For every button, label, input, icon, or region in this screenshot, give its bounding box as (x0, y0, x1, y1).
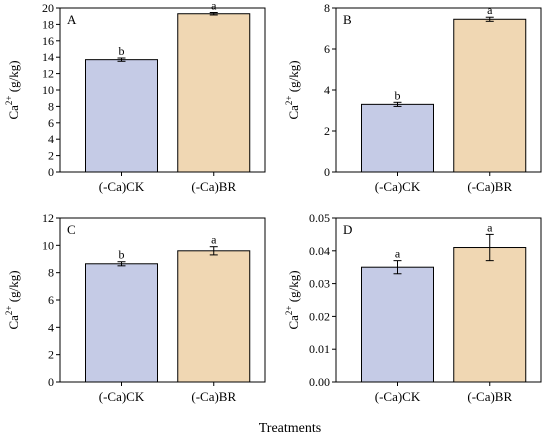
y-tick-label: 6 (48, 116, 54, 130)
chart-panel-a: b (-Ca)CK a (-Ca)BR 0 2 4 6 8 10 12 14 16 18 20 A Ca2+ (… (4, 0, 266, 194)
bar-ck (361, 103, 434, 173)
x-tick-label: (-Ca)CK (99, 179, 145, 194)
y-axis-title-base: Ca (6, 315, 21, 330)
y-tick-label: 2 (48, 149, 54, 163)
y-axis-title-unit: (g/kg) (6, 60, 21, 95)
y-tick-label: 8 (48, 99, 54, 113)
significance-letter: b (119, 248, 125, 262)
y-axis-title-unit: (g/kg) (6, 270, 21, 305)
bar-ck (85, 263, 158, 383)
y-tick-label: 12 (42, 211, 54, 225)
y-axis-title-unit: (g/kg) (286, 60, 301, 95)
y-axis-title: Ca2+ (g/kg) (284, 270, 301, 329)
significance-letter: b (395, 88, 401, 102)
y-tick-label: 2 (324, 124, 330, 138)
x-tick-label: (-Ca)BR (191, 389, 236, 404)
x-axis-title: Treatments (259, 421, 321, 436)
y-axis-title-unit: (g/kg) (286, 270, 301, 305)
x-tick-label: (-Ca)BR (467, 389, 512, 404)
y-tick-label: 0 (48, 375, 54, 389)
significance-letter: a (211, 0, 217, 13)
y-tick-label: 0.03 (309, 277, 330, 291)
panel-label: C (67, 222, 76, 237)
bar-ck (361, 266, 434, 383)
panel-label: A (67, 12, 77, 27)
y-tick-label: 16 (42, 34, 54, 48)
y-tick-label: 0 (324, 165, 330, 179)
y-tick-label: 8 (324, 1, 330, 15)
y-tick-label: 6 (48, 293, 54, 307)
x-tick-label: (-Ca)CK (99, 389, 145, 404)
x-tick-label: (-Ca)CK (375, 179, 421, 194)
y-tick-label: 10 (42, 83, 54, 97)
panel-label: B (343, 12, 352, 27)
y-axis-title: Ca2+ (g/kg) (284, 60, 301, 119)
y-tick-label: 6 (324, 42, 330, 56)
y-axis-title: Ca2+ (g/kg) (4, 270, 21, 329)
y-axis-title: Ca2+ (g/kg) (4, 60, 21, 119)
significance-letter: a (395, 247, 401, 261)
significance-letter: a (211, 233, 217, 247)
bar-br (453, 247, 527, 383)
y-tick-label: 0.00 (309, 375, 330, 389)
significance-letter: b (119, 44, 125, 58)
plot-frame (335, 217, 542, 383)
y-tick-label: 0.04 (309, 244, 330, 258)
y-tick-label: 0 (48, 165, 54, 179)
y-tick-label: 0.02 (309, 309, 330, 323)
chart-panel-b: b (-Ca)CK a (-Ca)BR 0 2 4 6 8B Ca2+ (g/kg) (284, 1, 542, 194)
y-tick-label: 14 (42, 50, 54, 64)
y-axis-title-superscript: 2+ (284, 96, 294, 106)
y-tick-label: 4 (324, 83, 330, 97)
y-tick-label: 2 (48, 348, 54, 362)
y-axis-title-superscript: 2+ (4, 306, 14, 316)
y-axis-title-superscript: 2+ (4, 96, 14, 106)
y-tick-label: 0.01 (309, 342, 330, 356)
x-tick-label: (-Ca)BR (467, 179, 512, 194)
bar-ck (85, 59, 158, 173)
bar-br (177, 13, 251, 173)
y-tick-label: 10 (42, 238, 54, 252)
significance-letter: a (487, 220, 493, 234)
y-tick-label: 8 (48, 266, 54, 280)
bar-br (177, 250, 251, 383)
panel-label: D (343, 222, 352, 237)
chart-panel-d: a (-Ca)CK a (-Ca)BR 0.00 0.01 0.02 0.03 0.04 0.05… (284, 211, 542, 404)
y-axis-title-superscript: 2+ (284, 306, 294, 316)
x-tick-label: (-Ca)CK (375, 389, 421, 404)
y-axis-title-base: Ca (286, 315, 301, 330)
significance-letter: a (487, 3, 493, 17)
y-tick-label: 4 (48, 320, 54, 334)
y-tick-label: 18 (42, 17, 54, 31)
y-tick-label: 4 (48, 132, 54, 146)
y-axis-title-base: Ca (6, 105, 21, 120)
chart-panel-c: b (-Ca)CK a (-Ca)BR 0 2 4 6 8 10 12 C Ca2+ (g/kg) (4, 211, 266, 404)
bar-br (453, 18, 527, 173)
y-tick-label: 20 (42, 1, 54, 15)
y-tick-label: 0.05 (309, 211, 330, 225)
y-tick-label: 12 (42, 67, 54, 81)
x-tick-label: (-Ca)BR (191, 179, 236, 194)
y-axis-title-base: Ca (286, 105, 301, 120)
